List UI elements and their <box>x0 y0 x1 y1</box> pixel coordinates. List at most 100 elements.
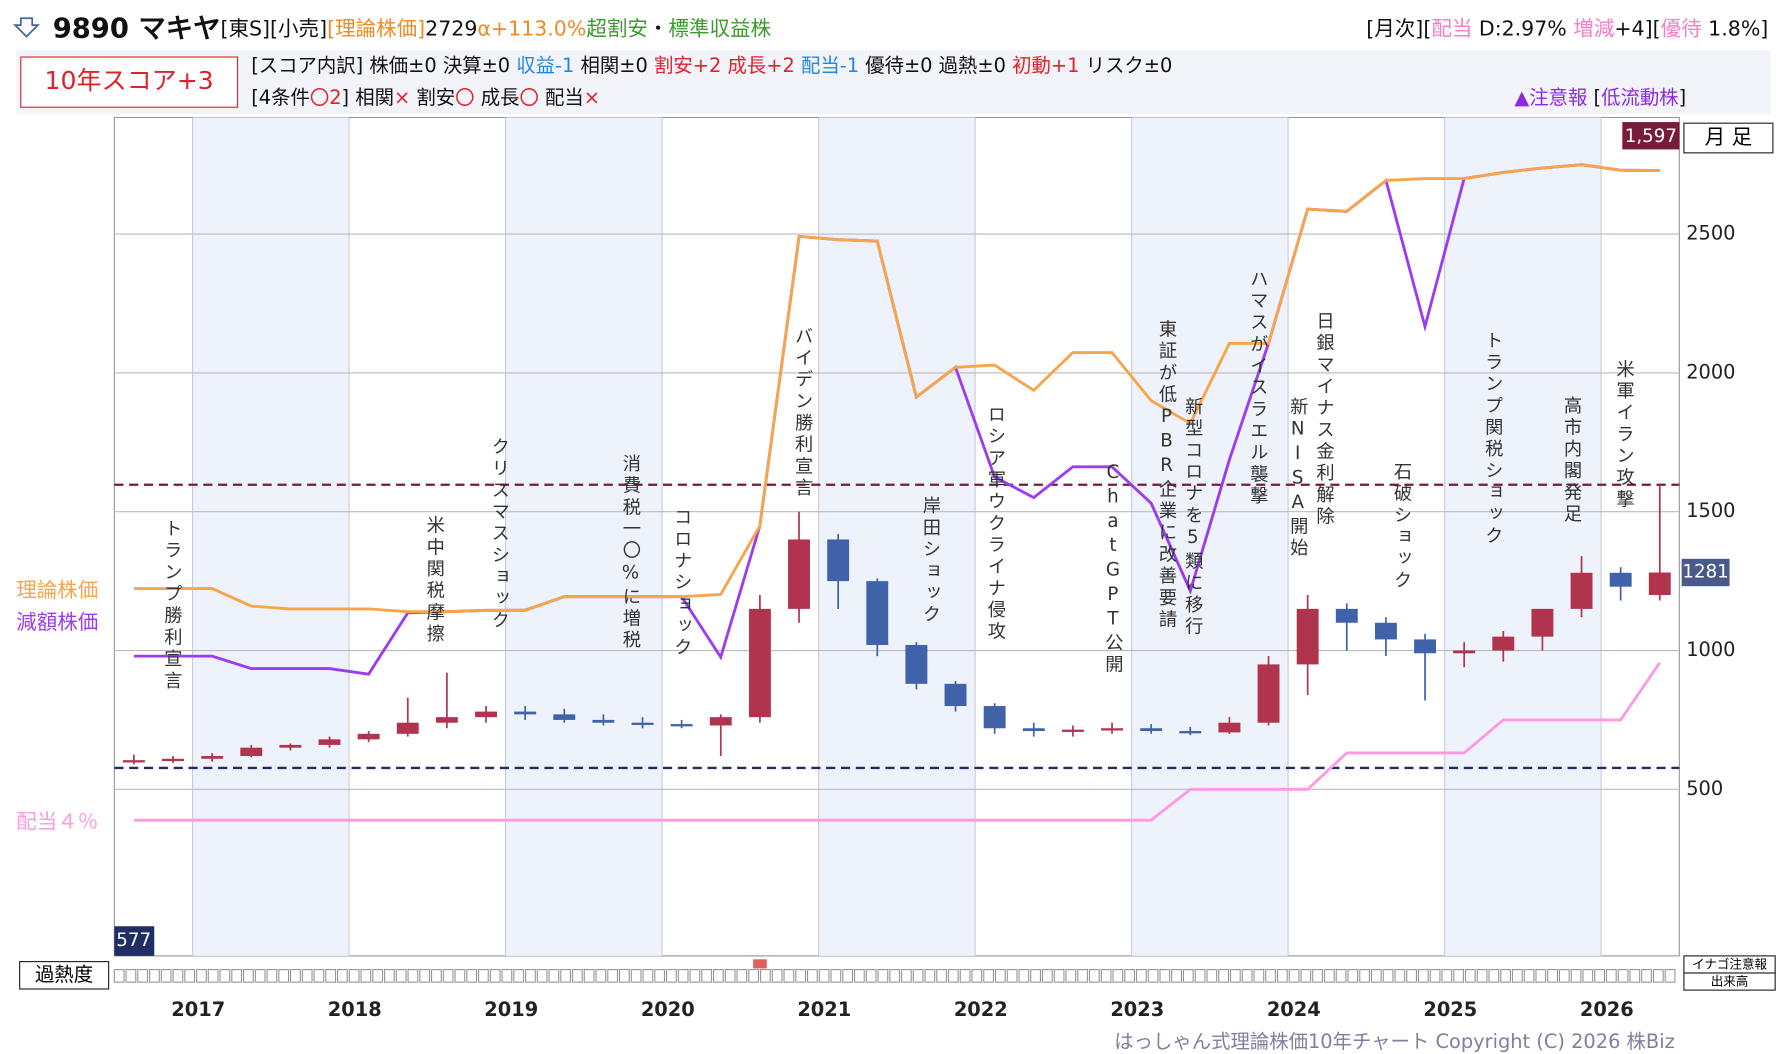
header-segment: 超割安 <box>586 17 648 41</box>
header-segment: リスク±0 <box>1079 54 1172 77</box>
candle-body <box>1374 622 1397 640</box>
overheat-cell <box>466 969 478 983</box>
candle-body <box>1257 664 1280 723</box>
event-annotation: 新型コロナを5類に移行 <box>1182 397 1203 638</box>
overheat-cell <box>1664 969 1676 983</box>
overheat-cell <box>806 969 818 983</box>
overheat-cell <box>1218 969 1230 983</box>
header-segment: 9890 マキヤ <box>53 13 221 44</box>
overheat-cell <box>1018 969 1030 983</box>
overheat-cell <box>278 969 290 983</box>
candle-body <box>1296 608 1319 665</box>
event-annotation: ChatGPT公開 <box>1102 462 1123 676</box>
event-annotation: 米軍イラン攻撃 <box>1613 359 1634 511</box>
overheat-cell <box>1535 969 1547 983</box>
period-label: 月 足 <box>1705 125 1753 149</box>
header-segment: × <box>394 86 410 109</box>
candle-body <box>1179 731 1202 734</box>
header-segment: 優待 <box>1661 17 1702 41</box>
candle-body <box>866 581 889 645</box>
overheat-cell <box>1370 969 1382 983</box>
overheat-cell <box>160 969 172 983</box>
high-box <box>1622 122 1680 150</box>
overheat-cell <box>1453 969 1464 983</box>
header-segment: 配当 <box>539 86 584 109</box>
overheat-cell <box>1488 969 1500 983</box>
indicator-line <box>133 163 1660 614</box>
legend-label: 配当４％ <box>16 809 98 833</box>
overheat-cell <box>1065 969 1077 983</box>
header-segment: 割安+2 成長+2 <box>654 54 795 77</box>
overheat-cell <box>548 969 560 983</box>
header-segment: 配当-1 <box>795 54 859 77</box>
candle-body <box>983 706 1006 729</box>
event-annotation: 石破ショック <box>1391 462 1412 592</box>
overheat-cell <box>1558 969 1570 983</box>
candle-body <box>1218 722 1241 733</box>
header-segment: [東S][小売] <box>220 17 327 41</box>
event-annotation: クリスマスショック <box>489 437 510 632</box>
overheat-cell <box>231 969 243 983</box>
overheat-mark <box>753 959 767 969</box>
event-annotation: バイデン勝利宣言 <box>792 326 813 499</box>
y-tick-label: 1000 <box>1686 638 1735 661</box>
overheat-cell <box>618 969 630 983</box>
candle-body <box>475 711 497 718</box>
overheat-cell <box>137 969 149 983</box>
overheat-cell <box>383 969 395 983</box>
overheat-cell <box>1476 969 1488 983</box>
header-text: [4条件〇2] 相関× 割安〇 成長〇 配当× <box>251 86 600 109</box>
overheat-cell <box>336 969 348 983</box>
overheat-cell <box>407 969 419 983</box>
header-segment: ・ <box>648 17 669 41</box>
overheat-cell <box>571 969 583 983</box>
overheat-cell <box>1312 969 1324 983</box>
year-band <box>505 117 663 956</box>
overheat-cell <box>642 969 654 983</box>
overheat-cell <box>1206 969 1218 983</box>
candle-body <box>357 733 380 740</box>
low-label: 577 <box>116 930 151 951</box>
candle-body <box>162 758 184 762</box>
overheat-cell <box>889 969 901 983</box>
volume-label: 出来高 <box>1711 974 1749 989</box>
header-segment: [理論株価] <box>327 17 425 41</box>
event-annotation: 東証が低PBR企業に改善要請 <box>1156 319 1177 631</box>
overheat-cell <box>912 969 924 983</box>
overheat-cell <box>842 969 854 983</box>
header-text: [月次][配当 D:2.97% 増減+4][優待 1.8%] <box>1366 17 1768 41</box>
y-tick-label: 500 <box>1686 777 1723 800</box>
overheat-cell <box>607 969 619 983</box>
candle-body <box>122 760 145 763</box>
header-segment: 〇 <box>455 86 474 109</box>
overheat-cell <box>1511 969 1523 983</box>
header-band <box>16 50 1771 115</box>
candle-body <box>592 719 615 723</box>
candle-body <box>1061 729 1084 732</box>
overheat-cell <box>795 969 807 983</box>
overheat-cell <box>677 969 689 983</box>
overheat-cell <box>1629 969 1641 983</box>
overheat-label: 過熱度 <box>35 963 93 986</box>
overheat-cell <box>1124 969 1136 983</box>
overheat-cell <box>748 969 760 983</box>
overheat-cell <box>1077 969 1089 983</box>
x-tick-label: 2023 <box>1110 998 1164 1021</box>
overheat-cell <box>994 969 1006 983</box>
overheat-cell <box>1335 969 1347 983</box>
overheat-cell <box>325 969 337 983</box>
event-annotation: ロシア軍ウクライナ侵攻 <box>985 405 1006 643</box>
candle-body <box>748 608 771 718</box>
down-icon <box>13 17 40 38</box>
overheat-cell <box>665 969 677 983</box>
header-segment: 初動+1 <box>1012 54 1079 77</box>
event-annotation: 消費税一〇%に増税 <box>620 454 641 652</box>
header-segment: 低流動株 <box>1601 86 1679 109</box>
candle-body <box>1140 728 1163 732</box>
overheat-cell <box>701 969 713 983</box>
header-segment: [月次][ <box>1366 17 1431 41</box>
overheat-cell <box>783 969 795 983</box>
overheat-cell <box>196 969 207 983</box>
